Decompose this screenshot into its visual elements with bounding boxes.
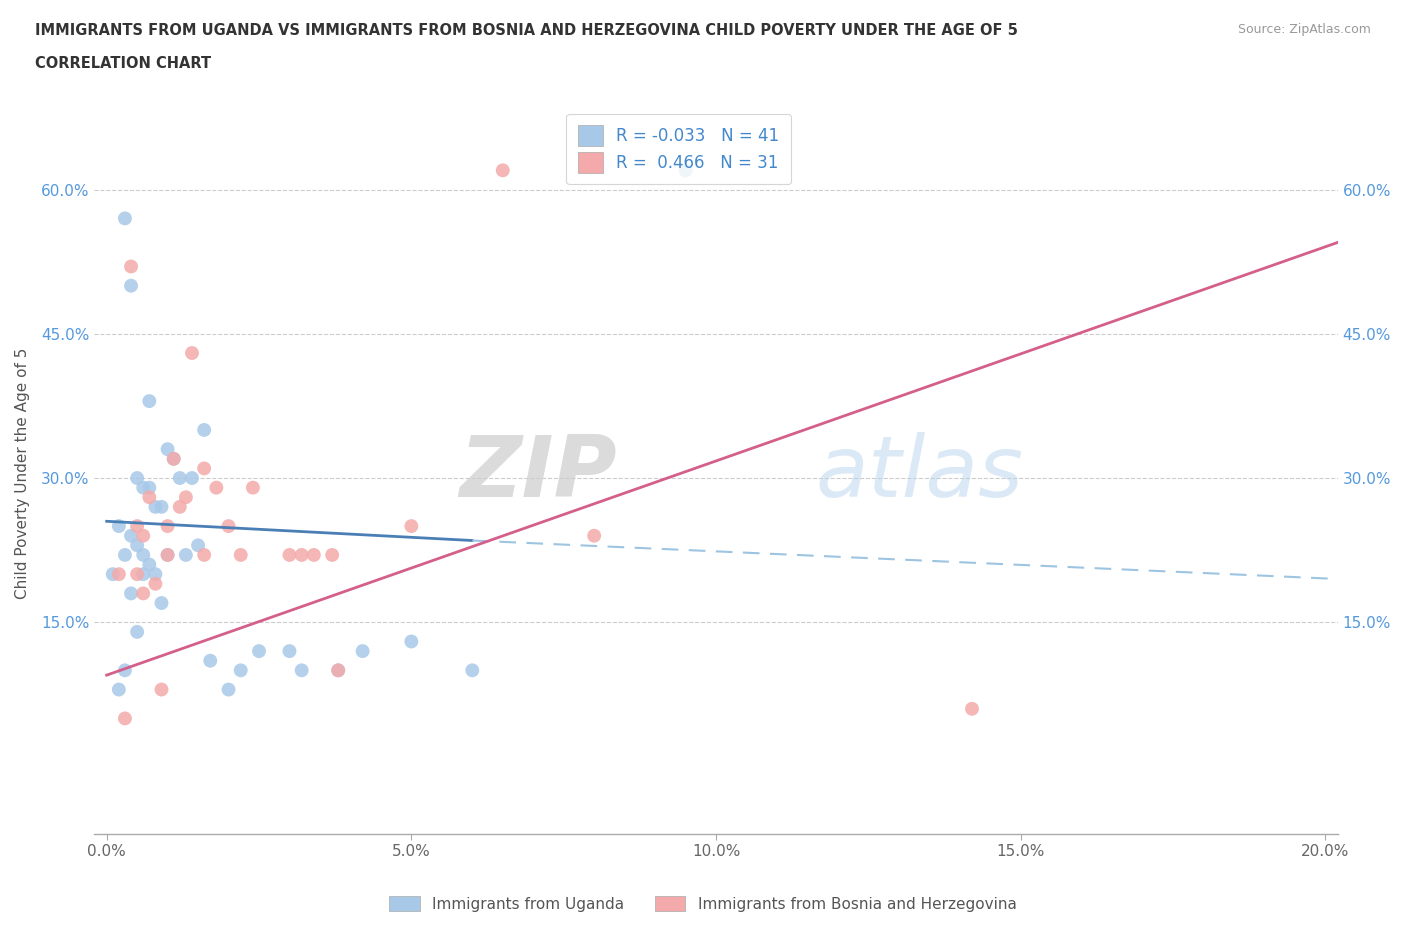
Point xyxy=(156,548,179,563)
Point xyxy=(145,577,167,591)
Point xyxy=(138,480,160,495)
Point xyxy=(193,548,215,563)
Point xyxy=(108,566,131,581)
Point xyxy=(114,711,136,725)
Point xyxy=(174,490,197,505)
Text: CORRELATION CHART: CORRELATION CHART xyxy=(35,56,211,71)
Point xyxy=(114,211,136,226)
Point xyxy=(321,548,343,563)
Point xyxy=(302,548,325,563)
Point xyxy=(132,528,155,543)
Legend: Immigrants from Uganda, Immigrants from Bosnia and Herzegovina: Immigrants from Uganda, Immigrants from … xyxy=(384,889,1022,918)
Point xyxy=(145,566,167,581)
Point xyxy=(242,480,264,495)
Point xyxy=(218,682,240,697)
Point xyxy=(247,644,270,658)
Point xyxy=(101,566,124,581)
Point xyxy=(200,653,222,668)
Point xyxy=(675,163,697,178)
Y-axis label: Child Poverty Under the Age of 5: Child Poverty Under the Age of 5 xyxy=(15,348,30,599)
Point xyxy=(127,519,149,534)
Point xyxy=(156,519,179,534)
Text: ZIP: ZIP xyxy=(458,432,617,514)
Point xyxy=(461,663,484,678)
Point xyxy=(132,586,155,601)
Point xyxy=(138,490,160,505)
Point xyxy=(174,548,197,563)
Point xyxy=(218,519,240,534)
Point xyxy=(120,278,142,293)
Text: atlas: atlas xyxy=(815,432,1024,514)
Point xyxy=(352,644,374,658)
Point xyxy=(181,471,204,485)
Point xyxy=(156,548,179,563)
Point xyxy=(169,471,191,485)
Point xyxy=(229,663,252,678)
Text: IMMIGRANTS FROM UGANDA VS IMMIGRANTS FROM BOSNIA AND HERZEGOVINA CHILD POVERTY U: IMMIGRANTS FROM UGANDA VS IMMIGRANTS FRO… xyxy=(35,23,1018,38)
Point xyxy=(291,663,314,678)
Point xyxy=(193,461,215,476)
Point xyxy=(120,528,142,543)
Point xyxy=(401,519,423,534)
Point xyxy=(132,480,155,495)
Point xyxy=(960,701,983,716)
Point xyxy=(120,586,142,601)
Point xyxy=(114,663,136,678)
Point xyxy=(127,624,149,639)
Point xyxy=(187,538,209,552)
Point xyxy=(132,566,155,581)
Point xyxy=(492,163,515,178)
Point xyxy=(328,663,350,678)
Point xyxy=(127,471,149,485)
Point xyxy=(114,548,136,563)
Point xyxy=(138,393,160,408)
Point xyxy=(205,480,228,495)
Point xyxy=(278,548,301,563)
Point xyxy=(120,259,142,274)
Point xyxy=(108,519,131,534)
Point xyxy=(138,557,160,572)
Point xyxy=(108,682,131,697)
Point xyxy=(169,499,191,514)
Point xyxy=(150,595,173,610)
Point xyxy=(163,451,186,466)
Point xyxy=(328,663,350,678)
Point xyxy=(145,499,167,514)
Point xyxy=(229,548,252,563)
Point xyxy=(583,528,606,543)
Point xyxy=(193,422,215,437)
Point xyxy=(127,566,149,581)
Point xyxy=(163,451,186,466)
Point xyxy=(291,548,314,563)
Point xyxy=(150,682,173,697)
Point xyxy=(181,346,204,361)
Point xyxy=(127,538,149,552)
Point xyxy=(150,499,173,514)
Point xyxy=(401,634,423,649)
Legend: R = -0.033   N = 41, R =  0.466   N = 31: R = -0.033 N = 41, R = 0.466 N = 31 xyxy=(567,113,792,184)
Point xyxy=(132,548,155,563)
Point xyxy=(156,442,179,457)
Point xyxy=(278,644,301,658)
Text: Source: ZipAtlas.com: Source: ZipAtlas.com xyxy=(1237,23,1371,36)
